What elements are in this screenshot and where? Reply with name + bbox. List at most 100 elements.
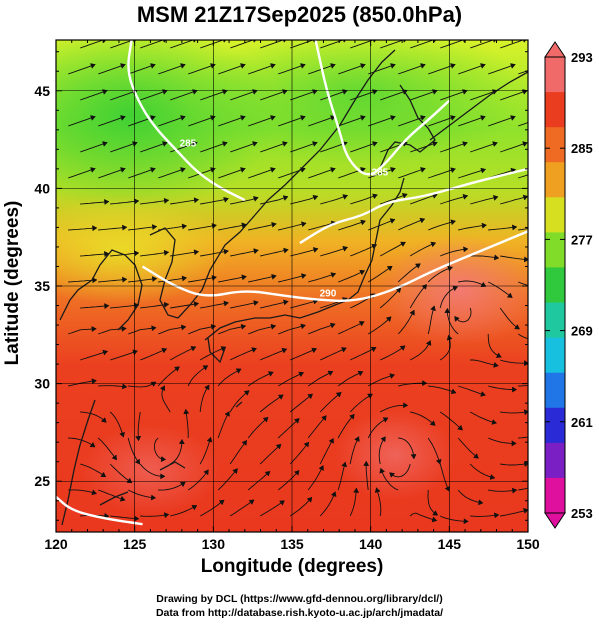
streamline-arrow — [180, 115, 186, 121]
streamline — [260, 348, 287, 361]
streamline-arrow — [457, 424, 463, 431]
streamline — [428, 385, 457, 394]
streamline — [140, 303, 169, 309]
streamline — [158, 326, 186, 335]
streamline — [218, 224, 247, 231]
streamline-arrow — [312, 194, 319, 201]
streamline-arrow — [240, 167, 246, 173]
streamline — [98, 168, 126, 179]
streamline-arrow — [277, 394, 284, 400]
colorbar-bottom-triangle — [544, 512, 566, 529]
streamline-arrow — [389, 472, 396, 478]
streamline — [68, 168, 96, 179]
streamline — [290, 90, 318, 101]
streamline-arrow — [312, 247, 319, 253]
streamline-arrow — [306, 496, 313, 503]
streamline-arrow — [253, 248, 259, 255]
colorbar-frame — [544, 56, 566, 514]
streamline — [128, 278, 157, 283]
streamline — [248, 64, 276, 75]
streamline — [308, 221, 337, 231]
streamline — [248, 116, 276, 127]
streamline-arrow — [135, 435, 142, 442]
streamline — [427, 305, 435, 335]
streamline-arrow — [264, 470, 271, 477]
colorbar-segment — [545, 162, 565, 198]
streamline-arrow — [480, 281, 487, 288]
streamline-arrow — [430, 241, 437, 248]
streamline-arrow — [210, 63, 216, 69]
streamline-arrow — [283, 299, 289, 306]
streamline — [410, 90, 438, 101]
streamline-arrow — [91, 326, 97, 333]
streamline — [307, 465, 324, 491]
streamline-arrow — [181, 275, 188, 282]
streamline-arrow — [300, 221, 307, 228]
streamline-arrow — [480, 167, 487, 174]
streamline-arrow — [450, 115, 456, 121]
streamline — [440, 90, 468, 101]
streamline-arrow — [307, 393, 313, 400]
streamline-arrow — [150, 63, 156, 69]
streamline — [378, 436, 386, 465]
streamline-arrow — [403, 402, 409, 409]
streamline — [500, 411, 528, 414]
streamline-arrow — [491, 419, 498, 425]
streamline — [248, 168, 276, 179]
streamline — [470, 359, 499, 367]
colorbar-segment — [545, 232, 565, 268]
streamline — [98, 226, 127, 231]
streamline — [320, 90, 348, 101]
streamline-arrow — [126, 477, 133, 484]
streamline-arrow — [492, 141, 498, 147]
x-tick-label: 145 — [438, 536, 462, 552]
streamline-arrow — [210, 115, 216, 121]
streamline — [368, 167, 396, 179]
streamline — [260, 300, 289, 309]
streamline-arrow — [422, 380, 428, 387]
y-tick-label: 35 — [34, 278, 50, 294]
streamline — [200, 302, 229, 309]
isotherm-label: 285 — [372, 168, 389, 179]
streamline — [128, 116, 156, 127]
streamline-arrow — [395, 287, 402, 294]
streamline — [458, 385, 486, 396]
streamline — [380, 90, 408, 101]
streamline — [379, 241, 406, 257]
streamline-arrow — [380, 436, 386, 443]
streamline-arrow — [300, 273, 307, 280]
streamline-arrow — [160, 473, 166, 480]
streamline-arrow — [340, 347, 347, 353]
streamline-arrow — [478, 499, 484, 506]
streamline — [409, 512, 437, 522]
streamline-arrow — [523, 461, 528, 468]
streamline — [488, 116, 516, 127]
streamline — [200, 90, 228, 101]
streamline — [375, 487, 382, 517]
streamline — [137, 411, 141, 441]
streamline — [458, 280, 487, 287]
streamline-arrow — [400, 241, 406, 248]
colorbar-segment — [545, 337, 565, 374]
streamline — [367, 316, 392, 335]
streamline-arrow — [330, 491, 337, 498]
streamline — [410, 142, 438, 153]
streamline-arrow — [512, 386, 518, 393]
streamline — [427, 489, 438, 516]
streamline-arrow — [180, 167, 186, 173]
streamline-arrow — [163, 197, 170, 204]
streamline — [229, 347, 257, 361]
streamline-arrow — [450, 167, 456, 174]
streamline-arrow — [91, 378, 97, 385]
streamline — [409, 242, 436, 257]
streamline-arrow — [450, 388, 457, 395]
streamline-arrow — [134, 458, 141, 465]
streamline-arrow — [92, 225, 98, 232]
streamline — [188, 224, 217, 231]
streamline-arrow — [303, 441, 310, 448]
streamline-arrow — [132, 349, 138, 356]
streamline-arrow — [450, 63, 456, 69]
streamline — [409, 284, 428, 309]
streamline-arrow — [240, 323, 247, 330]
streamline — [428, 168, 456, 179]
